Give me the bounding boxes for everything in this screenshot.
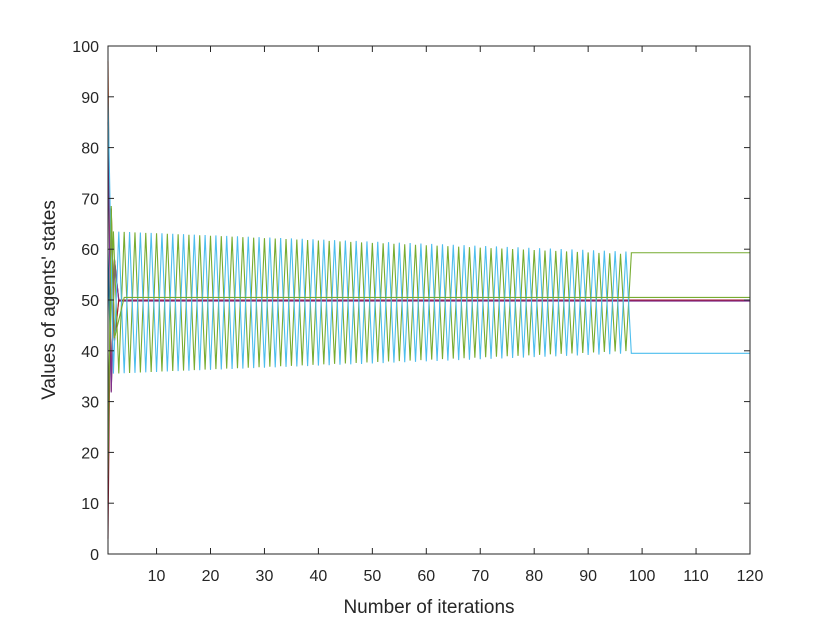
x-tick-label: 100 (629, 568, 656, 585)
y-axis: 0 10 20 30 40 50 60 70 80 90 100 (72, 39, 750, 564)
y-tick-label: 70 (81, 191, 99, 208)
y-axis-label: Values of agents' states (39, 200, 60, 400)
x-tick-label: 70 (471, 568, 489, 585)
x-tick-label: 120 (737, 568, 764, 585)
x-tick-label: 50 (363, 568, 381, 585)
x-tick-label: 80 (525, 568, 543, 585)
y-tick-label: 40 (81, 344, 99, 361)
series-line-8 (107, 206, 750, 478)
y-tick-label: 20 (81, 445, 99, 462)
x-tick-label: 60 (417, 568, 435, 585)
x-tick-label: 40 (310, 568, 328, 585)
y-tick-label: 0 (90, 547, 99, 564)
x-tick-label: 90 (579, 568, 597, 585)
x-tick-label: 30 (256, 568, 274, 585)
x-axis-label: Number of iterations (343, 597, 514, 618)
y-tick-label: 30 (81, 395, 99, 412)
x-tick-label: 10 (148, 568, 166, 585)
y-tick-label: 100 (72, 39, 99, 56)
series-line-7 (107, 96, 750, 374)
x-tick-label: 20 (202, 568, 220, 585)
series-layer (107, 61, 750, 539)
y-tick-label: 90 (81, 90, 99, 107)
x-tick-label: 110 (683, 568, 709, 585)
y-tick-label: 60 (81, 242, 99, 259)
x-axis: 10 20 30 40 50 60 70 80 90 100 110 120 (148, 46, 764, 585)
y-tick-label: 50 (81, 293, 99, 310)
y-tick-label: 80 (81, 141, 99, 158)
y-tick-label: 10 (81, 496, 99, 513)
